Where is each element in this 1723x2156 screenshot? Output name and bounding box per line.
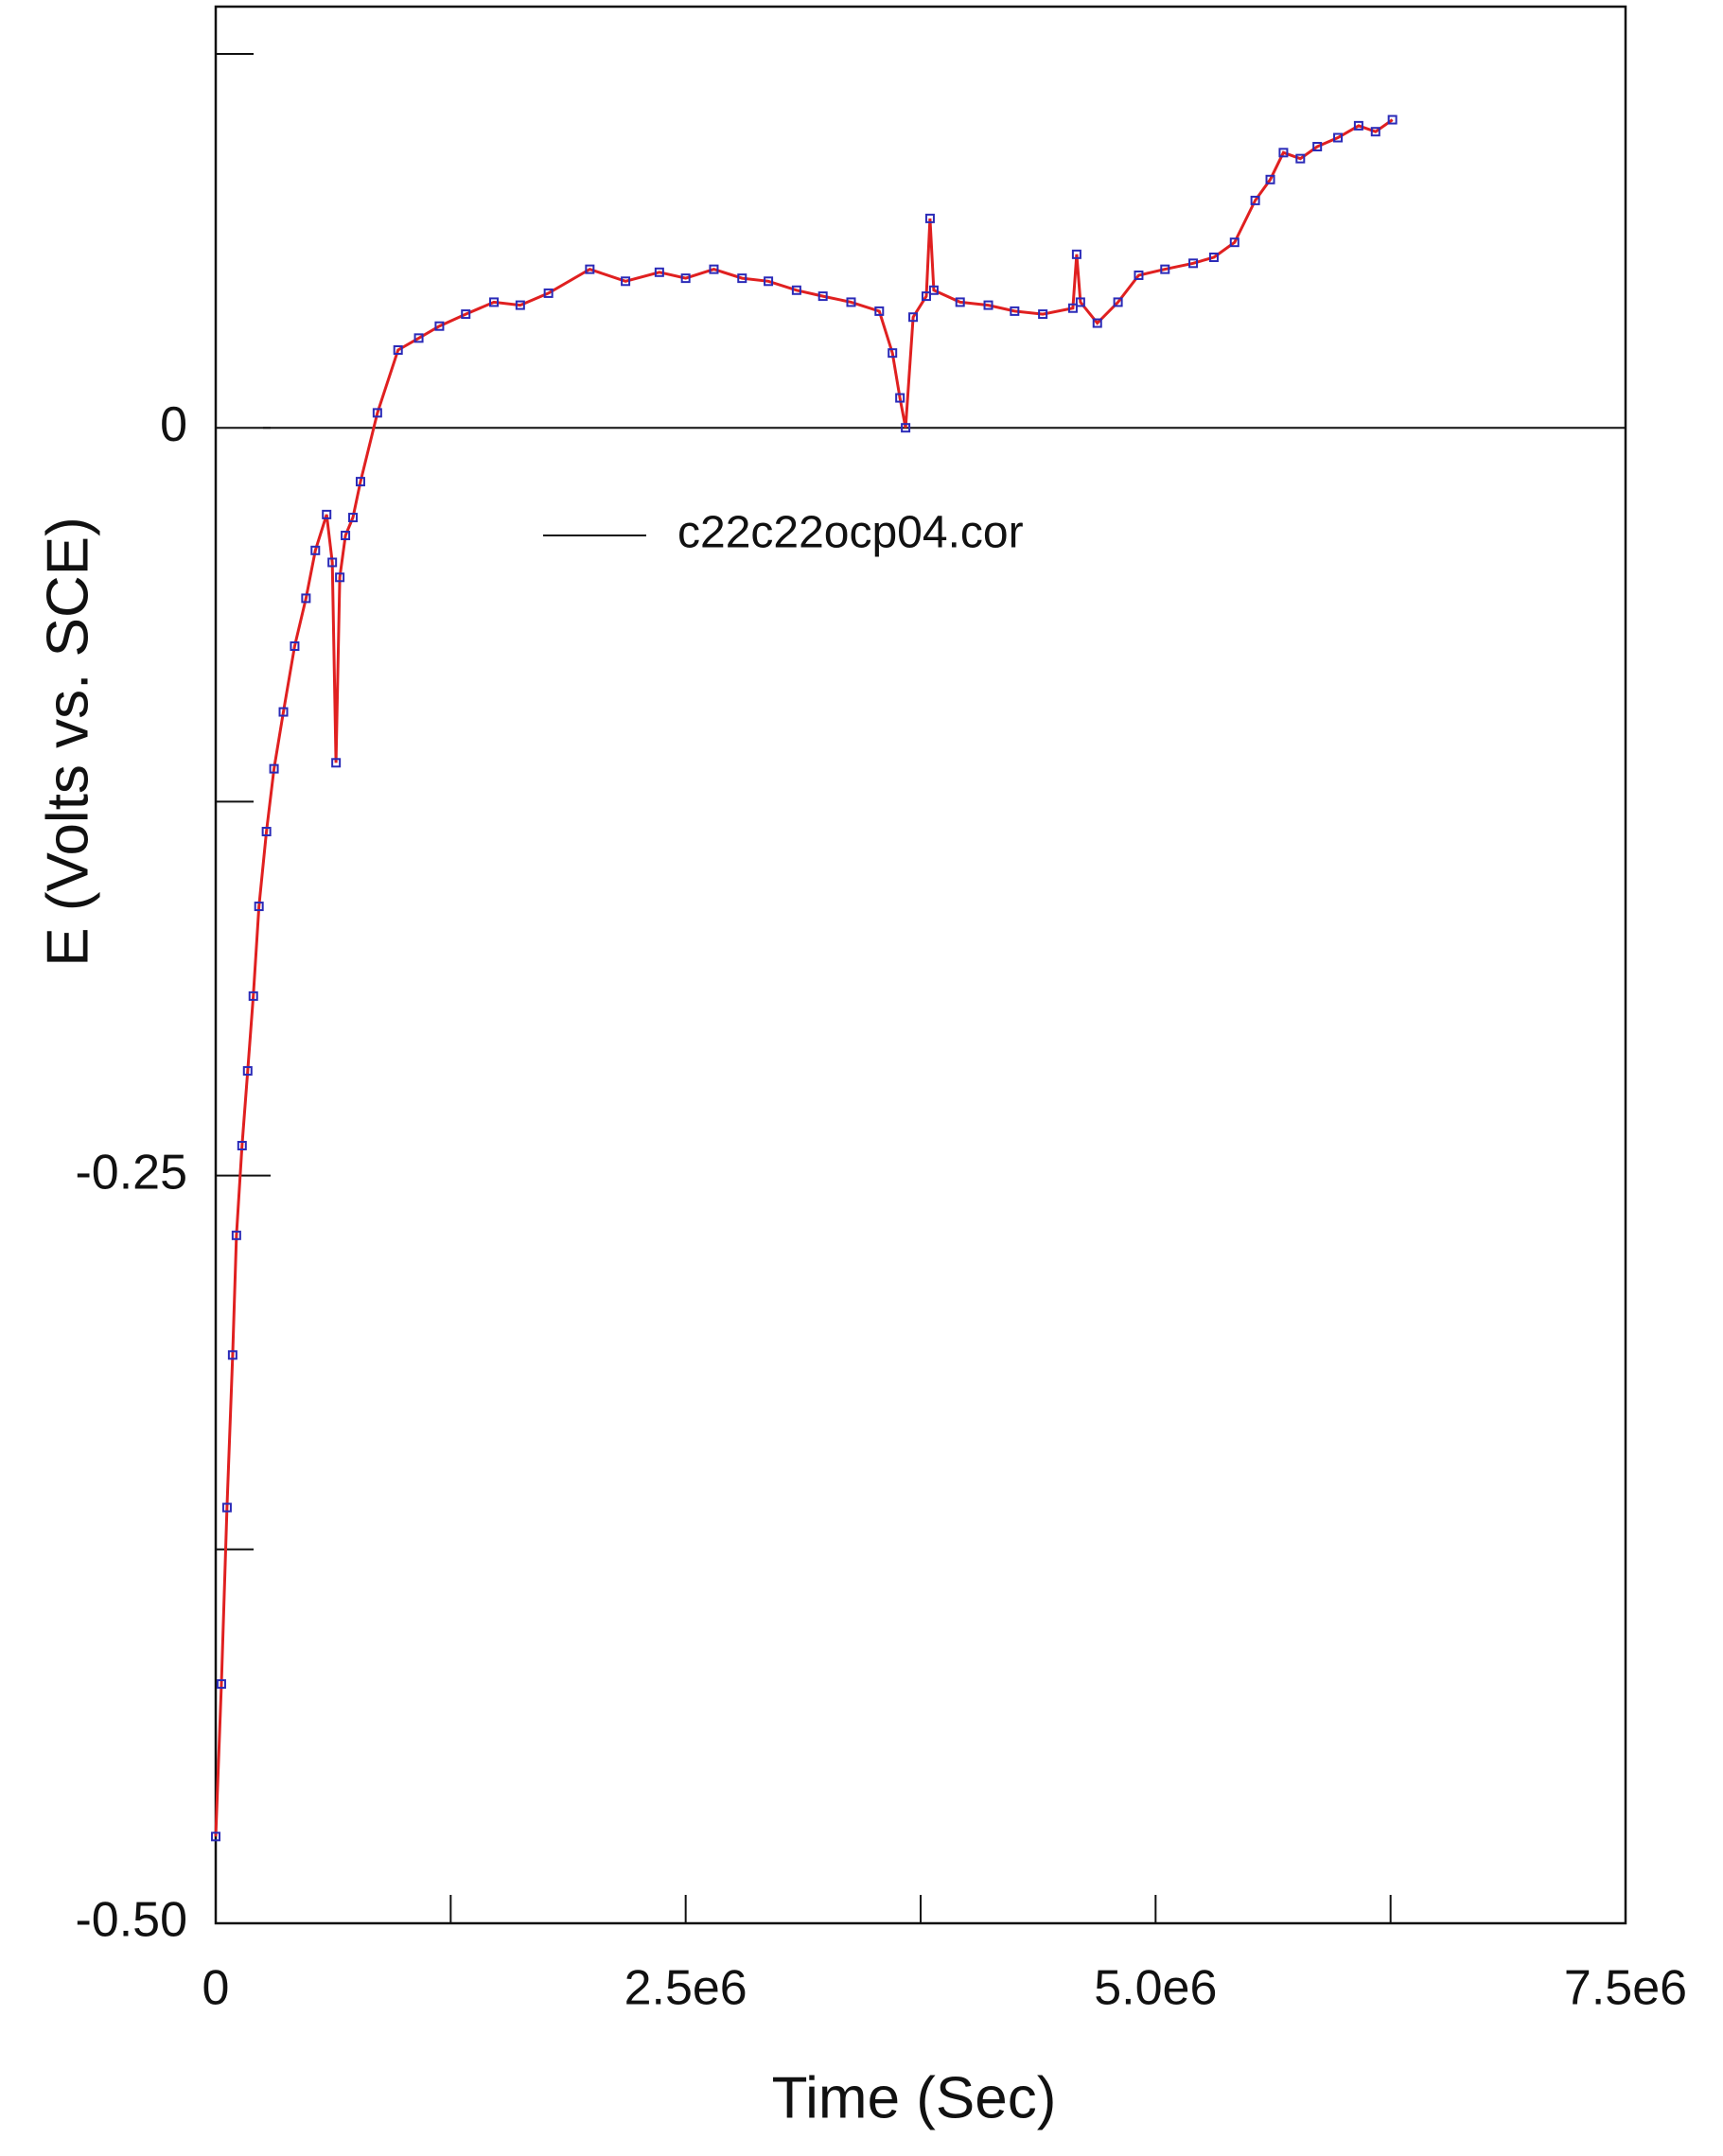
x-tick-label: 7.5e6 (1564, 1961, 1687, 2016)
data-point (434, 321, 445, 331)
data-point (1295, 153, 1306, 164)
y-axis-title: E (Volts vs. SCE) (35, 517, 100, 966)
data-point (413, 333, 424, 343)
data-point (393, 344, 403, 355)
data-point (248, 990, 258, 1001)
data-point (908, 312, 919, 323)
data-point (261, 827, 272, 837)
data-point (1370, 127, 1380, 137)
data-point (1333, 132, 1344, 143)
data-point (621, 276, 631, 287)
data-point (955, 297, 965, 307)
data-point (1010, 306, 1020, 316)
data-point (355, 477, 365, 487)
data-point (1188, 258, 1199, 269)
y-tick-label: -0.50 (75, 1893, 187, 1948)
data-point (895, 393, 905, 403)
x-tick-label: 2.5e6 (624, 1961, 747, 2016)
data-point (1071, 249, 1081, 259)
data-point (242, 1065, 253, 1076)
data-point (331, 758, 342, 768)
data-point (341, 531, 351, 541)
data-point (921, 291, 931, 302)
data-point (290, 640, 300, 651)
data-point (1278, 148, 1289, 158)
data-point (310, 545, 321, 555)
data-point (269, 763, 279, 774)
data-point (1312, 142, 1323, 152)
data-point (211, 1832, 220, 1842)
data-point (1134, 270, 1144, 280)
data-point (1160, 264, 1170, 274)
data-point (489, 297, 500, 307)
x-tick-label: 5.0e6 (1094, 1961, 1217, 2016)
data-point (764, 276, 774, 287)
data-point (221, 1502, 232, 1513)
data-point (216, 1679, 226, 1690)
data-point (543, 288, 554, 298)
data-point (322, 509, 332, 519)
y-tick-label: 0 (160, 397, 187, 452)
data-point (1113, 297, 1123, 307)
data-point (791, 285, 801, 295)
data-point (1387, 114, 1398, 125)
x-axis-title: Time (Sec) (772, 2065, 1057, 2130)
data-point (901, 423, 911, 433)
data-point (924, 213, 935, 223)
data-point (227, 1350, 237, 1360)
data-point (1067, 303, 1078, 313)
data-point (846, 297, 856, 307)
data-point (372, 408, 382, 418)
data-point (1092, 318, 1102, 328)
data-point (709, 264, 719, 274)
legend-label: c22c22ocp04.cor (677, 508, 1024, 558)
data-point (1250, 195, 1260, 205)
data-point (515, 300, 525, 310)
data-point (1208, 252, 1219, 262)
data-point (301, 593, 311, 604)
data-point (327, 557, 338, 568)
data-point (1038, 309, 1048, 320)
data-point (335, 572, 345, 583)
plot-frame (214, 5, 1627, 1925)
y-tick-label: -0.25 (75, 1145, 187, 1200)
data-point (928, 285, 939, 295)
data-point (680, 273, 691, 284)
x-tick-label: 0 (202, 1961, 230, 2016)
data-point (585, 264, 595, 274)
data-point (737, 273, 747, 284)
data-point (654, 267, 664, 277)
data-point (461, 309, 471, 320)
data-point (1075, 297, 1085, 307)
data-point (278, 707, 289, 717)
data-point (874, 306, 885, 316)
data-point (888, 348, 898, 359)
data-point (1265, 174, 1275, 184)
data-point (1229, 237, 1240, 248)
data-point (231, 1230, 241, 1240)
data-point (348, 513, 359, 523)
data-point (237, 1140, 247, 1150)
data-point (1353, 120, 1363, 131)
data-point (818, 291, 828, 302)
series-line (214, 118, 1394, 1837)
data-point (254, 902, 264, 912)
data-point (983, 300, 993, 310)
